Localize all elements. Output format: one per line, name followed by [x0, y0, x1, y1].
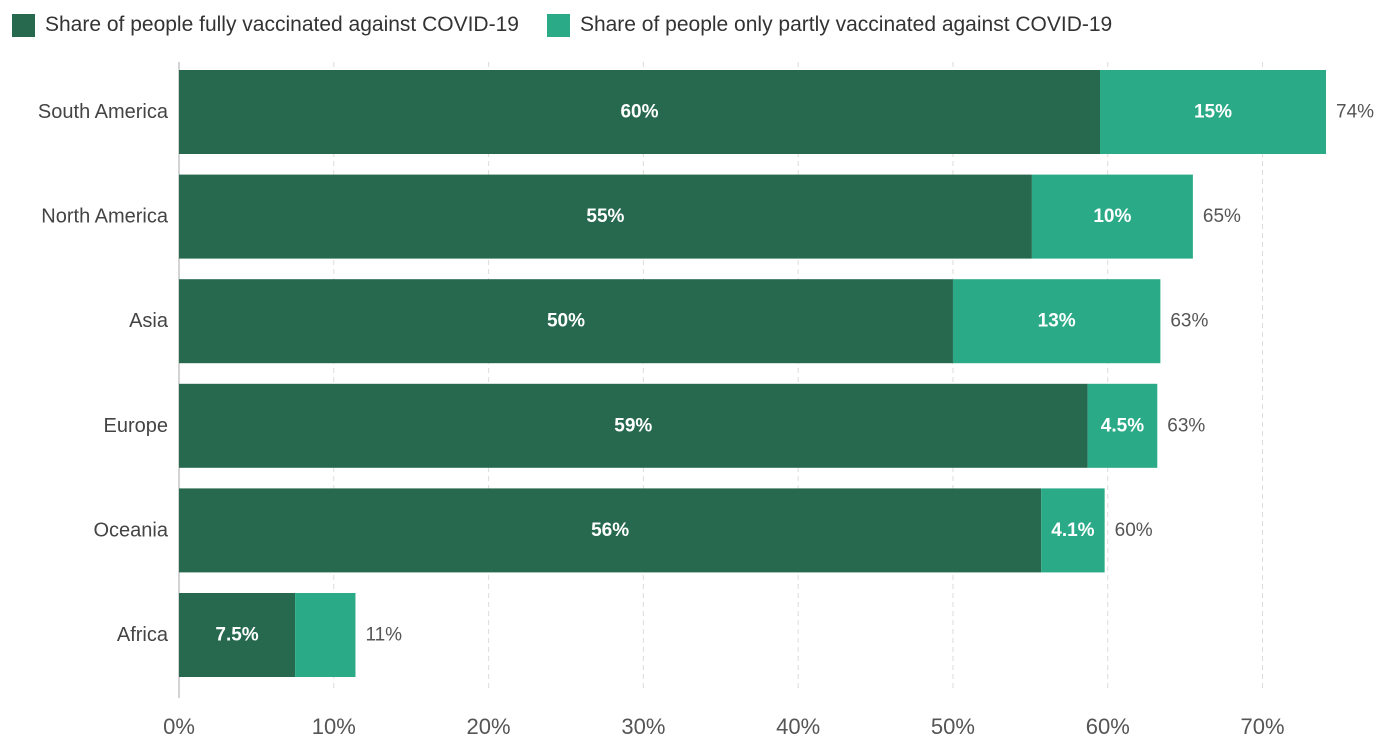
bar-fully-vaccinated — [179, 174, 1032, 259]
legend: Share of people fully vaccinated against… — [12, 10, 1112, 40]
x-tick-label: 0% — [163, 714, 195, 738]
legend-item-fully: Share of people fully vaccinated against… — [12, 13, 519, 37]
data-label: 15% — [1194, 102, 1232, 123]
x-tick-labels: 0% 10% 20% 30% 40% 50% 60% 70% — [163, 714, 1284, 738]
bar-partly-vaccinated — [952, 279, 1161, 364]
data-label: 10% — [1093, 206, 1131, 227]
legend-label-partly: Share of people only partly vaccinated a… — [579, 13, 1113, 36]
category-label: North America — [41, 206, 169, 228]
total-label: 63% — [1167, 415, 1205, 436]
legend-item-partly: Share of people only partly vaccinated a… — [546, 13, 1113, 37]
total-label: 65% — [1203, 206, 1241, 227]
legend-swatch-partly — [546, 13, 570, 37]
bars: 60% 15% 74% 55% 10% 65% 50% 13% 63% 59% 4.5% 63% 56%… — [179, 70, 1374, 677]
total-label: 74% — [1336, 102, 1374, 123]
data-label: 56% — [591, 520, 629, 541]
x-tick-label: 50% — [931, 714, 975, 738]
bar-fully-vaccinated — [179, 383, 1088, 468]
legend-label-fully: Share of people fully vaccinated against… — [45, 13, 519, 36]
bar-fully-vaccinated — [179, 593, 296, 677]
data-label: 7.5% — [215, 625, 258, 646]
bar-partly-vaccinated — [1100, 70, 1326, 154]
category-label: South America — [38, 101, 169, 123]
x-tick-label: 70% — [1241, 714, 1285, 738]
total-label: 63% — [1170, 311, 1208, 332]
category-labels: South America North America Asia Europe Ocea… — [38, 101, 169, 646]
bar-fully-vaccinated — [179, 488, 1042, 573]
x-tick-label: 10% — [312, 714, 356, 738]
bar-fully-vaccinated — [179, 279, 953, 364]
data-label: 13% — [1038, 311, 1076, 332]
x-tick-label: 20% — [467, 714, 511, 738]
data-label: 4.5% — [1101, 415, 1144, 436]
data-label: 60% — [620, 102, 658, 123]
data-label: 50% — [547, 311, 585, 332]
data-label: 4.1% — [1051, 520, 1094, 541]
total-label: 11% — [365, 625, 402, 646]
data-label: 59% — [614, 415, 652, 436]
legend-swatch-fully — [12, 13, 35, 37]
bar-partly-vaccinated — [295, 593, 356, 677]
bar-partly-vaccinated — [1041, 488, 1105, 573]
category-label: Oceania — [94, 519, 169, 541]
category-label: Asia — [129, 310, 169, 332]
data-label: 55% — [586, 206, 624, 227]
total-label: 60% — [1115, 520, 1153, 541]
x-tick-label: 40% — [776, 714, 820, 738]
bar-fully-vaccinated — [179, 70, 1101, 154]
grid-lines — [178, 62, 1264, 698]
bar-partly-vaccinated — [1087, 383, 1158, 468]
bar-partly-vaccinated — [1031, 174, 1193, 259]
category-label: Africa — [117, 624, 169, 646]
category-label: Europe — [104, 415, 169, 437]
x-tick-label: 30% — [621, 714, 665, 738]
x-tick-label: 60% — [1086, 714, 1130, 738]
